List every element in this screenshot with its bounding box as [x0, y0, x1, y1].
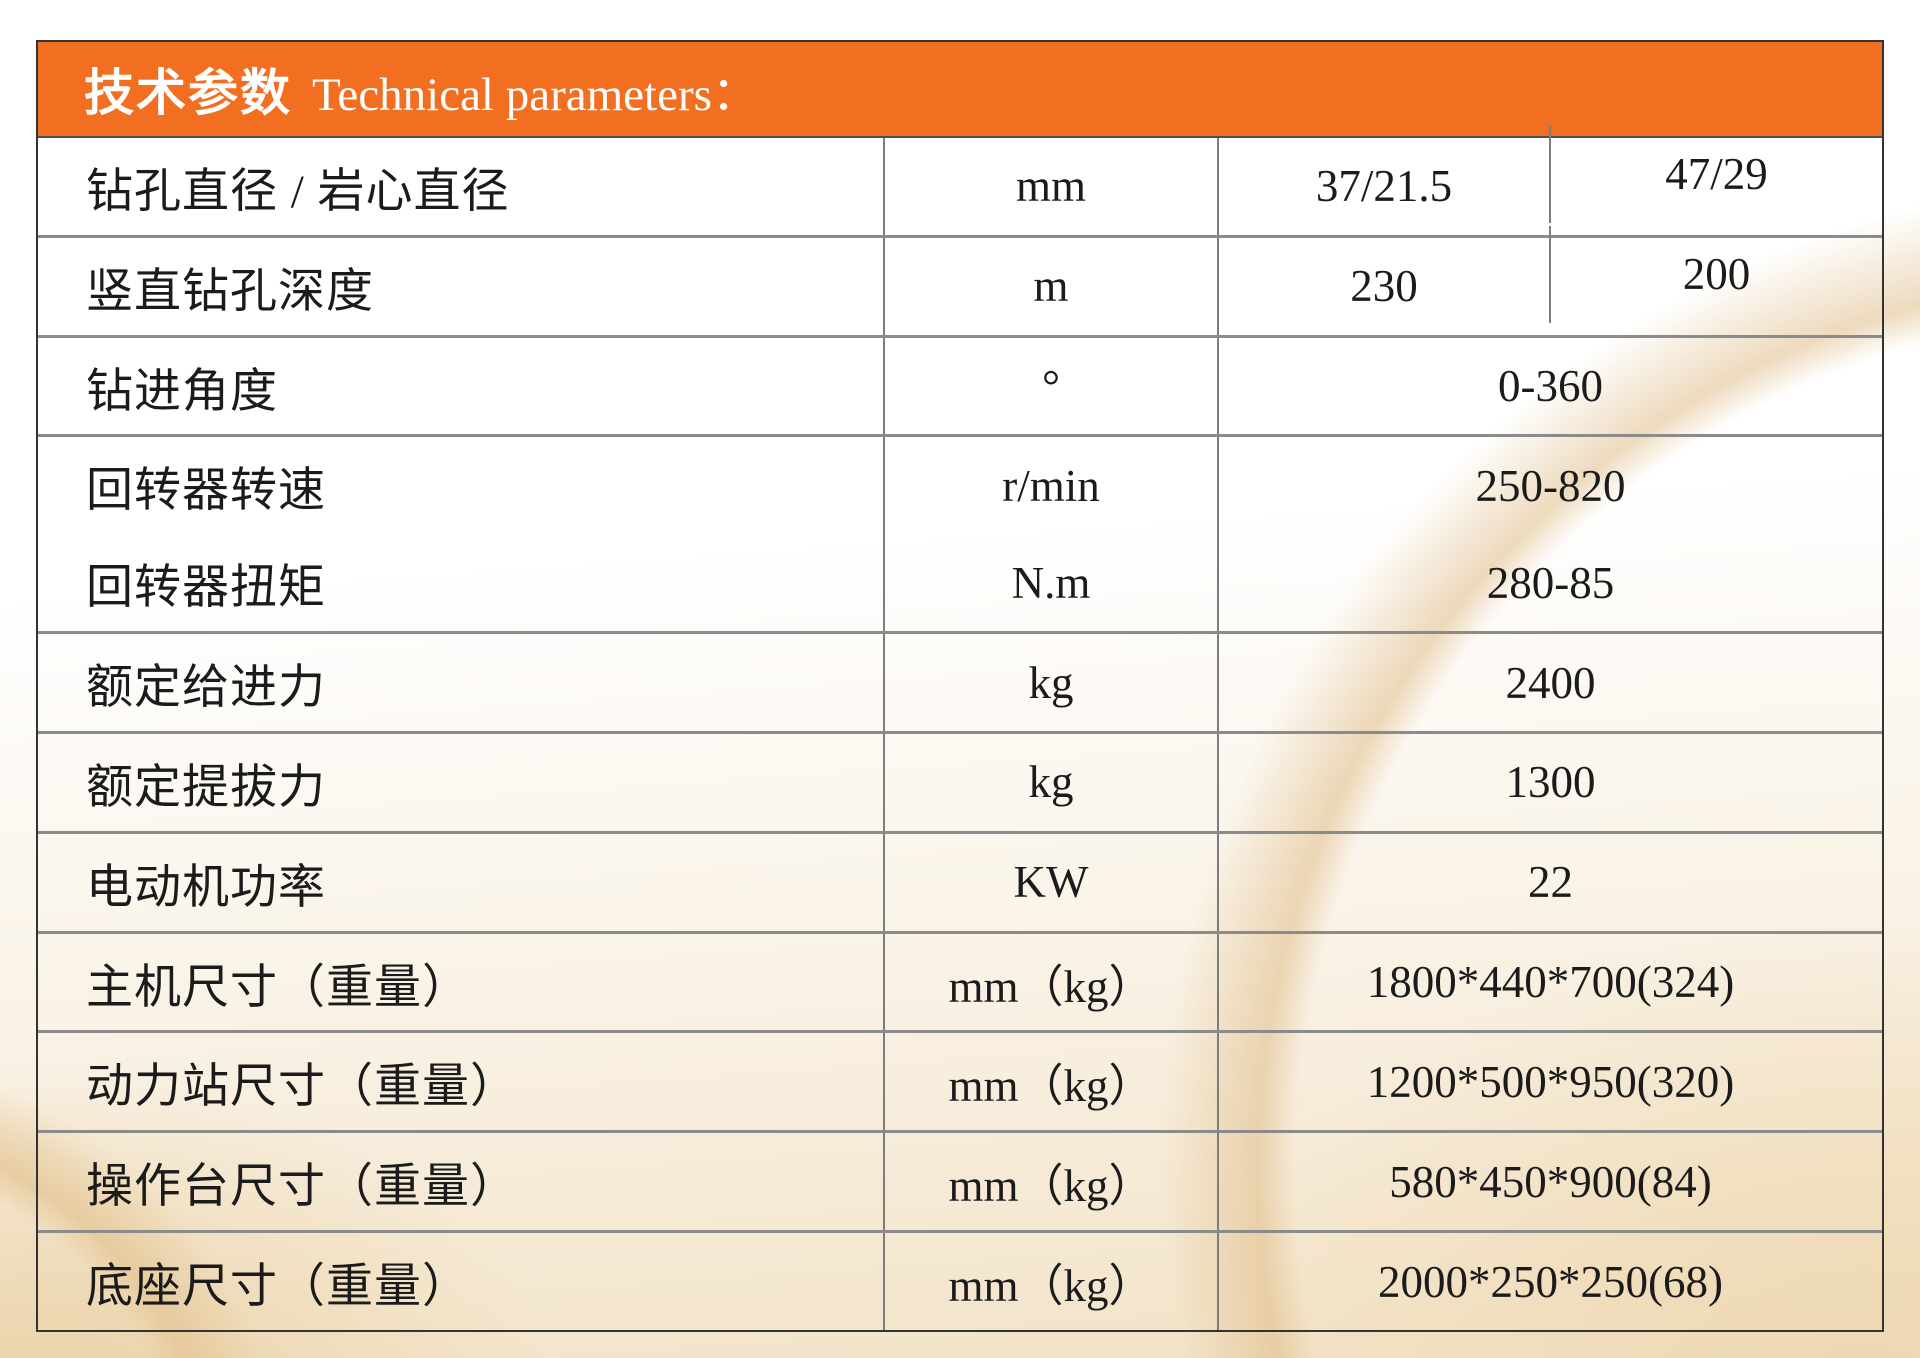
table-row: 钻孔直径 / 岩心直径 mm 37/21.5 47/29	[38, 126, 1882, 235]
row-value: 47/29	[1549, 126, 1882, 223]
table-row: 回转器扭矩 N.m 280-85	[38, 534, 1882, 632]
row-label: 回转器扭矩	[86, 562, 326, 615]
header-title-chinese: 技术参数	[84, 65, 292, 121]
table-row: 主机尺寸（重量） mm（kg） 1800*440*700(324)	[38, 930, 1882, 1031]
technical-parameters-table: 技术参数 Technical parameters： 钻孔直径 / 岩心直径 m…	[36, 40, 1884, 1332]
row-unit: kg	[883, 634, 1217, 731]
table-header: 技术参数 Technical parameters：	[38, 42, 1882, 138]
row-value: 2000*250*250(68)	[1217, 1233, 1882, 1330]
row-unit: kg	[883, 733, 1217, 831]
table-row: 额定给进力 kg 2400	[38, 631, 1882, 731]
table-row: 额定提拔力 kg 1300	[38, 730, 1882, 831]
row-value: 0-360	[1217, 337, 1882, 435]
row-unit: mm（kg）	[883, 933, 1217, 1031]
row-value: 2400	[1217, 634, 1882, 731]
row-label: 钻孔直径 / 岩心直径	[86, 165, 510, 218]
table-row: 底座尺寸（重量） mm（kg） 2000*250*250(68)	[38, 1230, 1882, 1330]
row-unit: m	[883, 237, 1217, 335]
row-unit: mm	[883, 138, 1217, 235]
row-value: 280-85	[1217, 534, 1882, 632]
row-unit: KW	[883, 833, 1217, 931]
table-row: 电动机功率 KW 22	[38, 830, 1882, 931]
row-label: 操作台尺寸（重量）	[86, 1161, 518, 1214]
row-unit: N.m	[883, 534, 1217, 632]
row-value: 200	[1549, 225, 1882, 323]
row-label: 动力站尺寸（重量）	[86, 1061, 518, 1114]
row-value: 250-820	[1217, 437, 1882, 535]
row-label: 竖直钻孔深度	[86, 265, 374, 318]
row-label: 额定给进力	[86, 662, 326, 715]
row-label: 底座尺寸（重量）	[86, 1261, 470, 1314]
row-unit: mm（kg）	[883, 1133, 1217, 1231]
table-row: 回转器转速 r/min 250-820	[38, 434, 1882, 535]
table-body: 钻孔直径 / 岩心直径 mm 37/21.5 47/29 竖直钻孔深度 m 23…	[38, 126, 1882, 1330]
row-value: 1200*500*950(320)	[1217, 1033, 1882, 1131]
table-row: 操作台尺寸（重量） mm（kg） 580*450*900(84)	[38, 1130, 1882, 1231]
row-value: 22	[1217, 833, 1882, 931]
row-value: 1800*440*700(324)	[1217, 933, 1882, 1031]
row-value: 37/21.5	[1217, 138, 1549, 235]
row-label: 回转器转速	[86, 465, 326, 518]
table-row: 动力站尺寸（重量） mm（kg） 1200*500*950(320)	[38, 1030, 1882, 1131]
row-value: 230	[1217, 237, 1549, 335]
row-label: 电动机功率	[86, 861, 326, 914]
row-unit: °	[883, 337, 1217, 435]
table-row: 竖直钻孔深度 m 230 200	[38, 225, 1882, 335]
row-value: 1300	[1217, 733, 1882, 831]
table-row: 钻进角度 ° 0-360	[38, 334, 1882, 435]
row-unit: r/min	[883, 437, 1217, 535]
row-value: 580*450*900(84)	[1217, 1133, 1882, 1231]
row-label: 钻进角度	[86, 365, 278, 418]
row-unit: mm（kg）	[883, 1033, 1217, 1131]
row-unit: mm（kg）	[883, 1233, 1217, 1330]
row-label: 主机尺寸（重量）	[86, 961, 470, 1014]
header-title-english: Technical parameters：	[312, 68, 759, 121]
row-label: 额定提拔力	[86, 761, 326, 814]
